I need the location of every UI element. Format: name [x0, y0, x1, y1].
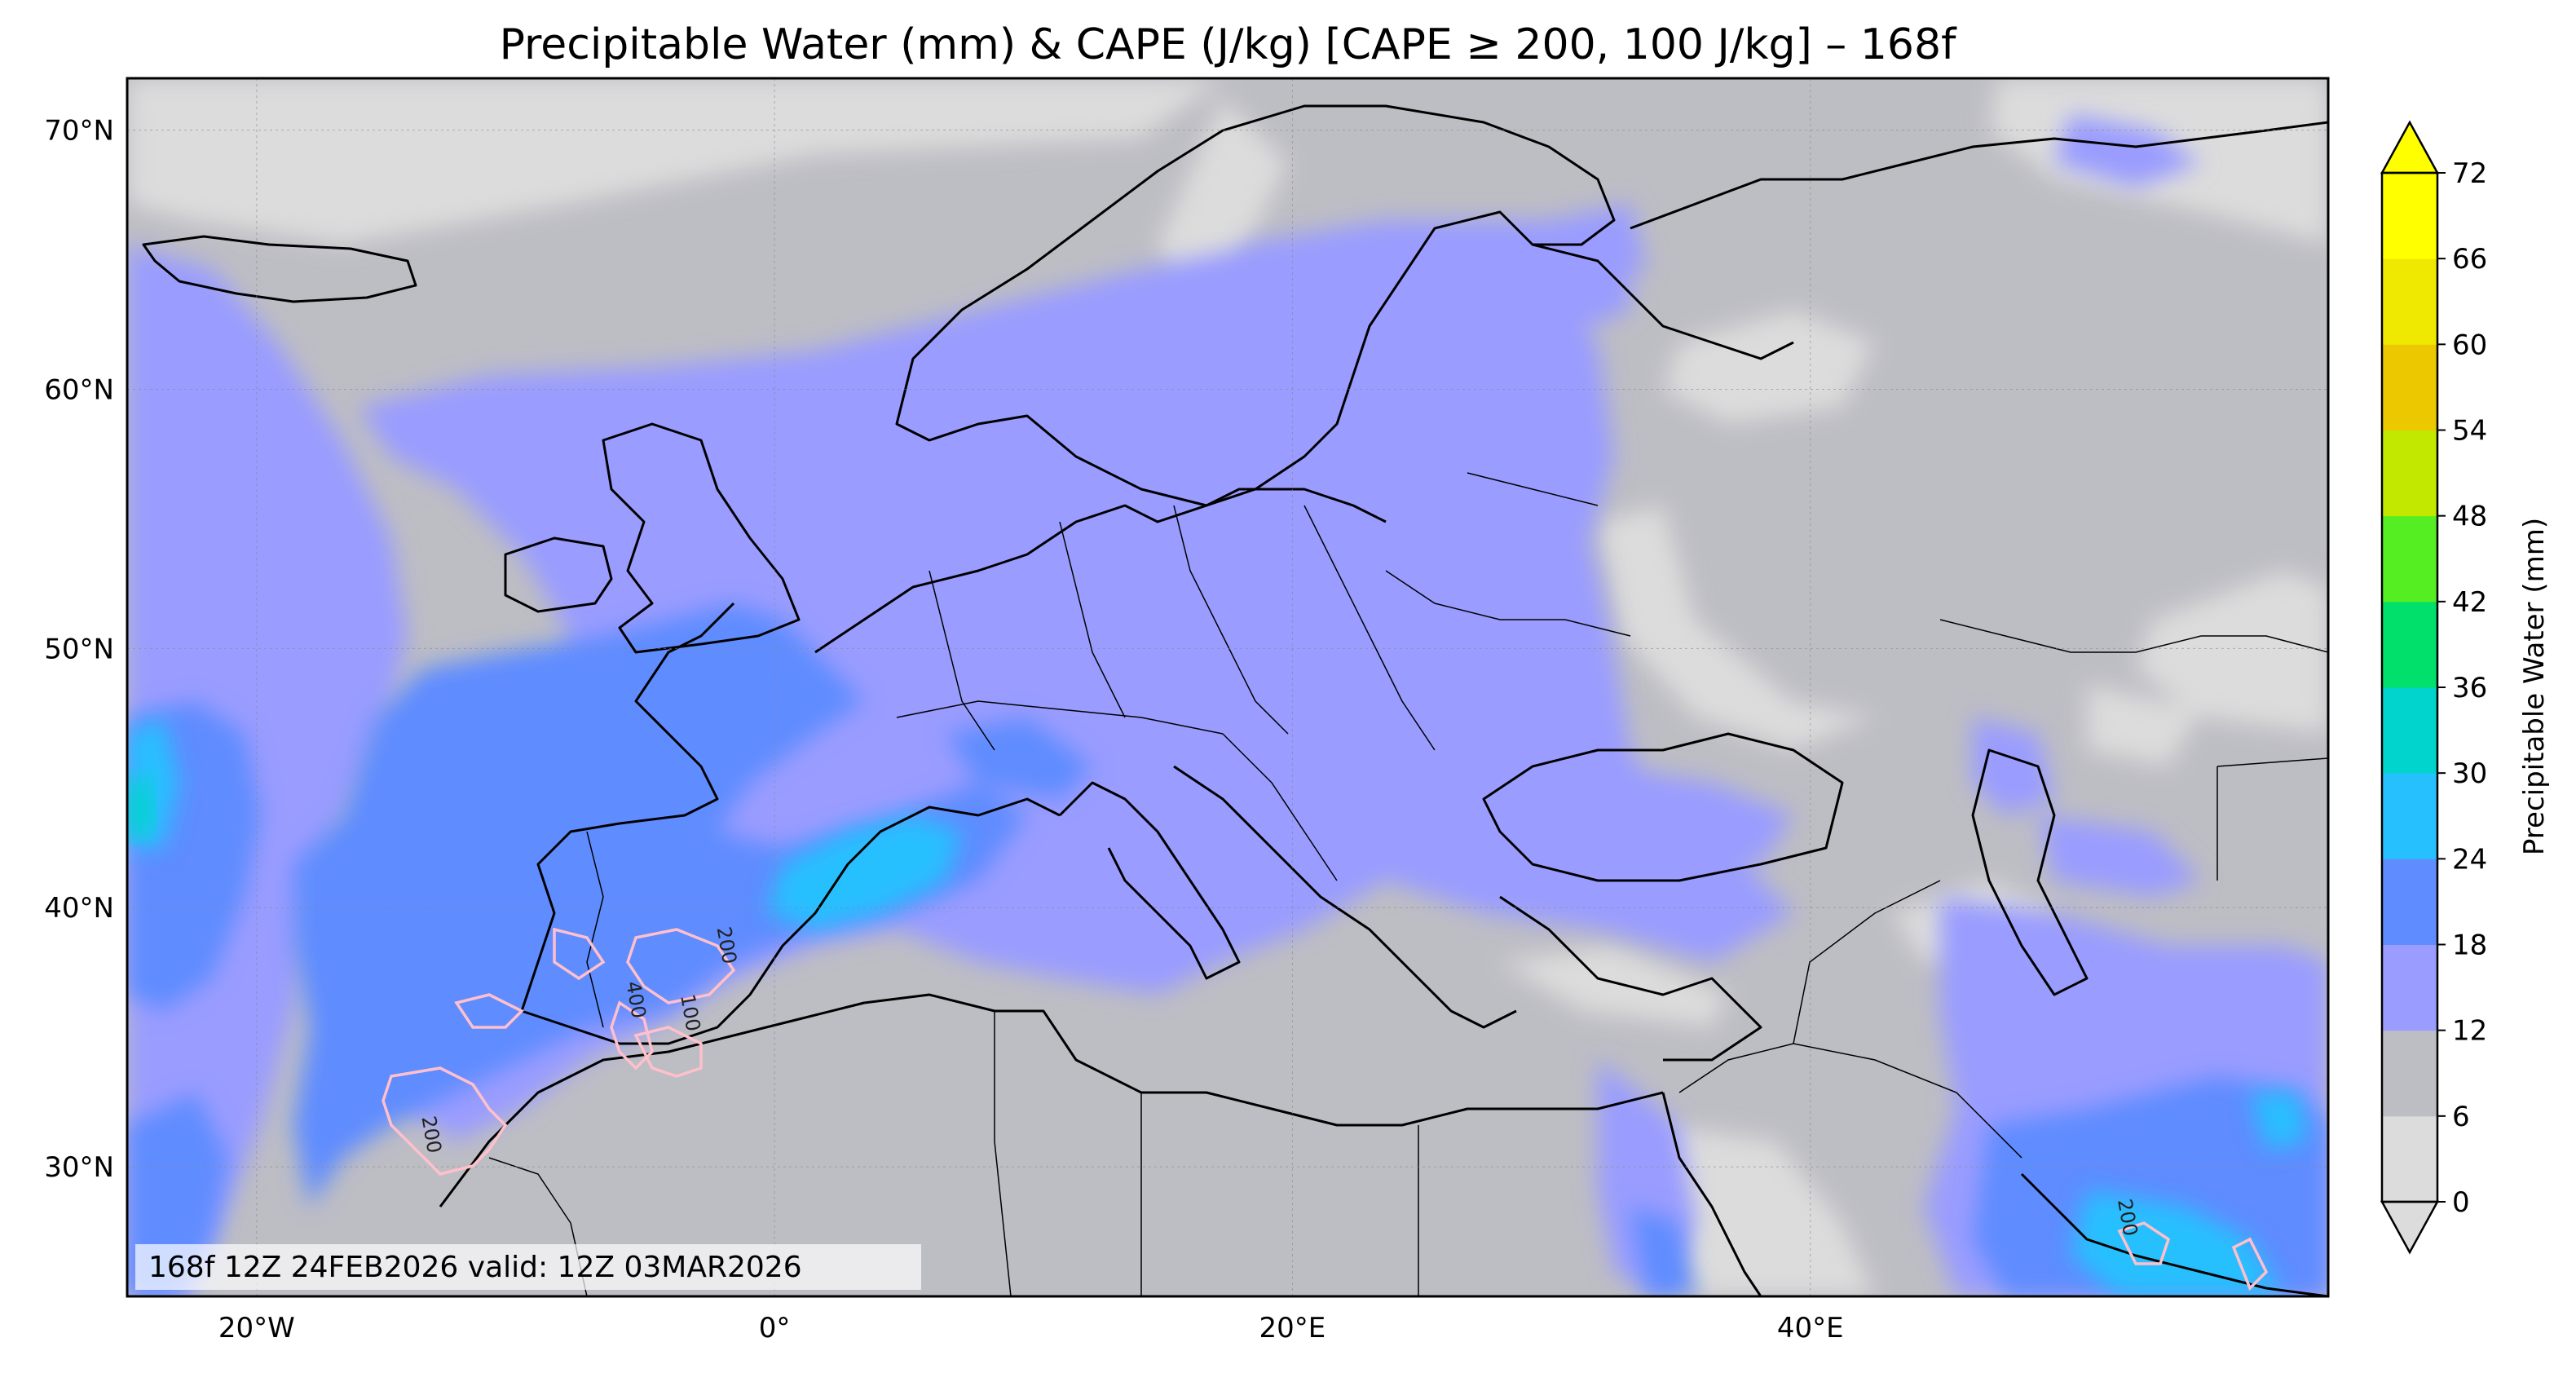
pw-band-30-36: [127, 775, 155, 840]
colorbar-band: [2382, 1030, 2437, 1117]
colorbar-tick-label: 72: [2452, 157, 2487, 190]
lat-tick-label: 50°N: [44, 633, 114, 665]
cape-contour-iberia-central: [553, 927, 606, 981]
colorbar-label: Precipitable Water (mm): [2518, 518, 2551, 855]
lon-tick-label: 20°E: [1259, 1312, 1326, 1344]
lat-tick-label: 60°N: [44, 373, 114, 406]
cape-contour-gibraltar-400: [610, 1000, 654, 1071]
colorbar-band: [2382, 173, 2437, 259]
coastline-finland-russia: [1532, 243, 1794, 360]
lat-tick-label: 40°N: [44, 892, 114, 925]
colorbar-band: [2382, 344, 2437, 430]
colorbar-band: [2382, 601, 2437, 688]
colorbar-tick-label: 36: [2452, 672, 2487, 704]
coastline-black-sea: [1482, 732, 1844, 882]
colorbar-band: [2382, 944, 2437, 1031]
coastline-europe-west: [814, 488, 1387, 654]
colorbar-tick-label: 18: [2452, 929, 2487, 962]
colorbar-band: [2382, 687, 2437, 774]
coastline-italy-balkans: [1058, 765, 1517, 1029]
map-gridlines: [127, 78, 2328, 1296]
colorbar-band: [2382, 859, 2437, 945]
coastline-caspian: [1971, 748, 2089, 996]
lon-tick-label: 0°: [759, 1312, 791, 1344]
colorbar-tick-label: 12: [2452, 1015, 2487, 1048]
country-borders: [488, 472, 2328, 1296]
coastline-arabia-gulf: [1661, 1092, 2328, 1296]
coastline-iceland: [142, 235, 417, 303]
colorbar-tick-label: 6: [2452, 1101, 2470, 1133]
lat-tick-label: 70°N: [44, 115, 114, 148]
annotation-box: [135, 1244, 921, 1290]
cape-contour-persian-gulf: [2117, 1221, 2171, 1265]
cape-contour-oman: [2231, 1237, 2269, 1291]
lon-tick-label: 40°E: [1777, 1312, 1844, 1344]
colorbar-extend-min-triangle: [2380, 1200, 2440, 1255]
coastline-great-britain: [602, 422, 801, 654]
coastline-turkey: [1499, 895, 1762, 1062]
colorbar-bands: [2382, 173, 2437, 1203]
colorbar-tick-label: 24: [2452, 843, 2487, 876]
cape-contours: [382, 927, 2269, 1291]
colorbar-tick-labels: 0 6 12 18 24 30 36 42 48 54 60 66 72: [2437, 157, 2487, 1219]
colorbar-tick-label: 54: [2452, 415, 2487, 448]
colorbar-tick-label: 66: [2452, 243, 2487, 276]
cape-contour-gibraltar-100: [633, 1026, 703, 1078]
figure-title: Precipitable Water (mm) & CAPE (J/kg) [C…: [500, 20, 1958, 69]
annotation-run-valid-time: 168f 12Z 24FEB2026 valid: 12Z 03MAR2026: [148, 1251, 802, 1284]
lon-tick-label: 20°W: [218, 1312, 295, 1344]
colorbar-tick-label: 60: [2452, 329, 2487, 361]
colorbar-extend-max-triangle: [2380, 120, 2440, 174]
colorbar: 0 6 12 18 24 30 36 42 48 54 60 66 72 Precipitable Wa…: [2380, 120, 2551, 1255]
cape-contour-iberia-east: [626, 928, 736, 1004]
colorbar-tick-label: 48: [2452, 501, 2487, 533]
colorbar-tick-label: 30: [2452, 757, 2487, 790]
coastline-norway-sweden: [895, 104, 1616, 507]
map-frame: [126, 77, 2330, 1298]
coastline-ireland: [504, 536, 613, 613]
cape-contour-southwest-morocco: [382, 1066, 508, 1176]
cape-contour-iberia-west: [454, 993, 524, 1029]
colorbar-band: [2382, 1115, 2437, 1203]
colorbar-band: [2382, 258, 2437, 345]
colorbar-band: [2382, 773, 2437, 859]
pw-band-24-30: [127, 717, 2307, 1296]
coastline-arctic-russia: [1630, 121, 2328, 230]
latitude-tick-labels: 30°N 40°N 50°N 60°N 70°N: [44, 115, 114, 1184]
lat-tick-label: 30°N: [44, 1151, 114, 1184]
colorbar-tick-label: 0: [2452, 1186, 2470, 1219]
colorbar-band: [2382, 515, 2437, 603]
longitude-tick-labels: 20°W 0° 20°E 40°E: [218, 1312, 1844, 1344]
colorbar-band: [2382, 430, 2437, 517]
colorbar-tick-label: 42: [2452, 586, 2487, 619]
